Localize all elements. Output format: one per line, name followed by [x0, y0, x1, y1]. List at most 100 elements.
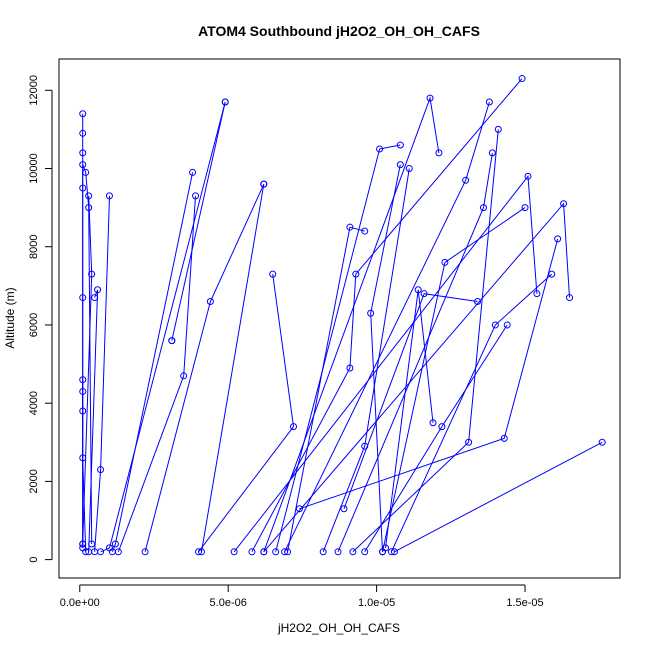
data-point: [97, 548, 105, 556]
data-point: [361, 227, 369, 235]
data-point: [598, 438, 606, 446]
series-line: [390, 273, 553, 553]
data-point: [91, 294, 99, 302]
x-axis: 0.0e+00 5.0e-06 1.0e-05 1.5e-05: [60, 584, 544, 609]
x-tick-label: 1.5e-05: [506, 597, 543, 609]
data-point: [269, 270, 277, 278]
series-line: [275, 144, 401, 552]
series-27: [379, 204, 529, 556]
series-28: [340, 290, 482, 513]
data-point: [221, 98, 229, 106]
data-point: [438, 423, 446, 431]
series-21: [334, 149, 496, 556]
data-point: [548, 270, 556, 278]
data-point: [566, 294, 574, 302]
data-point: [367, 309, 375, 317]
series-line: [370, 164, 401, 552]
data-point: [260, 180, 268, 188]
data-point: [390, 548, 398, 556]
y-axis-label: Altitude (m): [3, 287, 17, 348]
data-point: [560, 200, 568, 208]
plot-frame: [58, 58, 621, 579]
data-point: [441, 258, 449, 266]
y-tick-label: 12000: [28, 75, 40, 106]
data-point: [289, 423, 297, 431]
data-point: [248, 548, 256, 556]
y-tick-label: 4000: [28, 391, 40, 415]
data-point: [491, 321, 499, 329]
data-point: [79, 129, 87, 137]
data-point: [346, 364, 354, 372]
data-point: [340, 505, 348, 513]
series-line: [94, 195, 110, 552]
data-point: [435, 149, 443, 157]
series-line: [263, 202, 570, 553]
series-line: [352, 129, 499, 553]
data-point: [494, 125, 502, 133]
series-6: [168, 98, 229, 345]
series-12: [195, 270, 297, 556]
data-point: [114, 548, 122, 556]
y-tick-label: 0: [28, 557, 40, 563]
data-point: [346, 223, 354, 231]
x-tick-label: 5.0e-06: [210, 597, 247, 609]
data-point: [97, 466, 105, 474]
series-line: [144, 183, 265, 552]
series-3: [79, 192, 96, 548]
data-point: [382, 544, 390, 552]
chart-title: ATOM4 Southbound jH2O2_OH_OH_CAFS: [198, 23, 480, 39]
data-point: [521, 204, 529, 212]
data-point: [168, 337, 176, 345]
data-point: [474, 297, 482, 305]
series-16: [272, 141, 404, 556]
data-point: [334, 548, 342, 556]
series-29: [361, 321, 511, 556]
data-point: [230, 548, 238, 556]
series-23: [260, 200, 574, 556]
data-point: [503, 321, 511, 329]
data-point: [426, 94, 434, 102]
data-point: [361, 548, 369, 556]
data-point: [319, 548, 327, 556]
data-point: [524, 172, 532, 180]
series-7: [97, 98, 229, 556]
data-point: [462, 176, 470, 184]
series-13: [248, 75, 526, 556]
series-line: [322, 168, 410, 552]
series-line: [343, 293, 478, 509]
data-point: [465, 438, 473, 446]
data-point: [180, 372, 188, 380]
series-17: [349, 125, 502, 556]
data-point: [429, 419, 437, 427]
data-point: [295, 505, 303, 513]
series-line: [82, 195, 93, 545]
series-1: [79, 110, 87, 552]
y-tick-label: 10000: [28, 153, 40, 184]
series-line: [201, 184, 265, 552]
series-line: [284, 101, 490, 553]
series-line: [111, 172, 194, 552]
series-18: [284, 223, 369, 556]
series-24: [390, 438, 606, 556]
y-tick-label: 6000: [28, 313, 40, 337]
series-5: [91, 192, 113, 556]
data-point: [414, 286, 422, 294]
series-line: [385, 289, 434, 548]
data-point: [396, 161, 404, 169]
series-9: [114, 192, 200, 556]
data-point: [518, 75, 526, 83]
data-point: [105, 192, 113, 200]
data-point: [396, 141, 404, 149]
y-tick-label: 8000: [28, 234, 40, 258]
data-point: [79, 376, 87, 384]
series-line: [382, 207, 526, 552]
data-point: [479, 204, 487, 212]
data-point: [488, 149, 496, 157]
plot-area: [58, 58, 621, 579]
series-line: [394, 441, 603, 553]
series-10: [141, 180, 268, 556]
series-4: [85, 286, 102, 556]
series-0: [79, 161, 96, 548]
data-point: [94, 286, 102, 294]
